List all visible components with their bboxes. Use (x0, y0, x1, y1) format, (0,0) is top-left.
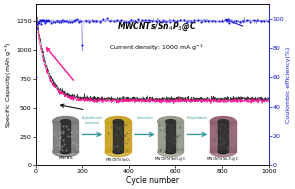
Text: Current density: 1000 mA g$^{-1}$: Current density: 1000 mA g$^{-1}$ (109, 43, 204, 53)
Text: MWCNTs/Sn$_4$P$_3$@C: MWCNTs/Sn$_4$P$_3$@C (117, 20, 197, 33)
Y-axis label: Coulombic efficiency(%): Coulombic efficiency(%) (286, 47, 291, 123)
X-axis label: Cycle number: Cycle number (126, 176, 179, 185)
Y-axis label: Specific Capacity(mAh g$^{-1}$): Specific Capacity(mAh g$^{-1}$) (4, 41, 14, 128)
